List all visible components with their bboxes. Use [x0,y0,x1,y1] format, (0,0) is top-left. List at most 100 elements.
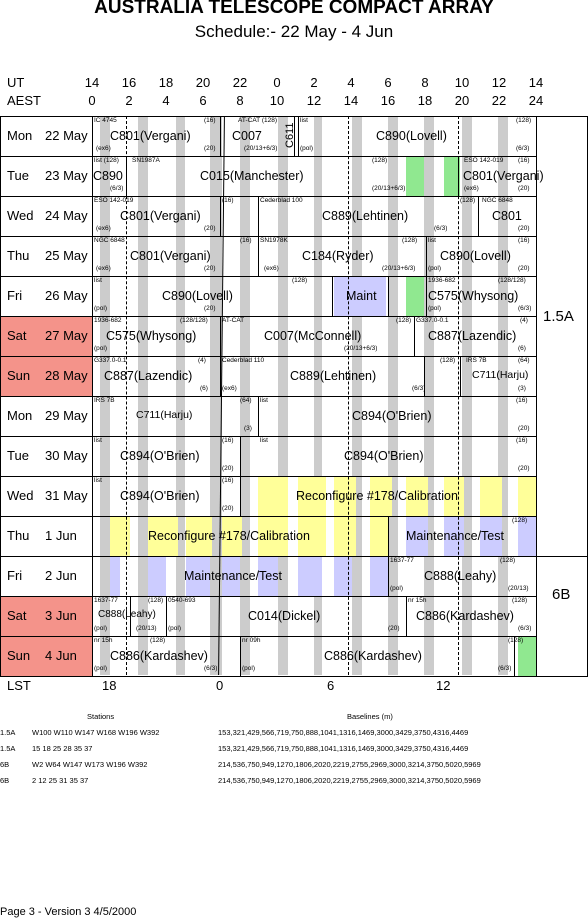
project-note: (pol) [428,265,442,272]
config-label: 1.5A [543,308,574,325]
blue-block [334,557,352,596]
project-note: SN1978K [260,237,288,244]
day-name: Thu [7,528,30,543]
project-label: C711(Harju) [472,369,529,381]
aest-hour: 2 [125,93,133,108]
segment-divider [258,396,259,436]
hour-band [424,116,434,675]
project-note: (128) [402,237,418,244]
project-label: C889(Lehtinen) [290,369,377,383]
segment-divider [332,276,333,316]
project-note: (20) [388,625,400,632]
segment-divider [460,356,461,396]
project-label: C890(Lovell) [162,289,233,303]
station-list: W2 W64 W147 W173 W196 W392 [32,760,148,769]
segment-divider [220,196,221,236]
project-note: (pol) [94,305,108,312]
yellow-block [444,477,464,516]
project-note: nr 15h [94,637,113,644]
hour-band [462,116,472,675]
page-subtitle: Schedule:- 22 May - 4 Jun [194,22,394,41]
segment-divider [424,356,425,396]
project-note: (20) [518,465,530,472]
project-label: Reconfigure #178/Calibration [296,489,458,503]
ut-label: UT [7,75,25,90]
day-name: Tue [7,168,29,183]
grid-col-line [536,116,537,676]
project-note: (6/3) [516,145,530,152]
project-label: C890(Lovell) [440,249,511,263]
day-name: Fri [7,288,23,303]
day-date: 22 May [45,128,88,143]
aest-hour: 18 [417,93,433,108]
segment-divider [414,316,415,356]
baseline-list: 153,321,429,566,719,750,888,1041,1316,14… [218,728,469,737]
project-note: (3) [244,425,252,432]
project-note: (64) [240,397,252,404]
day-date: 26 May [45,288,88,303]
project-note: (6/3) [498,665,512,672]
project-note: (16) [518,157,530,164]
ut-hour: 0 [273,75,281,90]
project-note: (20) [518,225,530,232]
lst-line [458,116,459,675]
project-note: (16) [204,117,216,124]
station-config: 6B [0,776,10,785]
baseline-list: 214,536,750,949,1270,1806,2020,2219,2755… [218,760,481,769]
aest-hour: 14 [343,93,359,108]
project-label: C888(Leahy) [98,609,156,620]
day-label: Tue 30 May [0,436,92,476]
aest-hour: 24 [528,93,544,108]
page-footer: Page 3 - Version 3 4/5/2000 [0,906,137,918]
baseline-list: 214,536,750,949,1270,1806,2020,2219,2755… [218,776,481,785]
project-label: C711(Harju) [136,409,193,421]
segment-divider [166,596,167,636]
yellow-block [110,517,130,556]
day-label: Tue 23 May [0,156,92,196]
project-note: (20) [518,265,530,272]
project-label: C007 [232,129,262,143]
day-date: 27 May [45,328,88,343]
project-note: nr 15h [408,597,427,604]
project-label: C894(O'Brien) [344,449,424,463]
project-label: Reconfigure #178/Calibration [148,529,310,543]
hour-band [498,116,508,675]
hour-band [278,116,288,675]
project-note: G337.0-0.1 [416,317,449,324]
project-note: (ex6) [464,185,479,192]
ut-hour: 18 [158,75,174,90]
segment-divider [240,636,241,676]
day-date: 4 Jun [45,648,77,663]
blue-block [480,517,502,556]
project-note: SN1987A [132,157,160,164]
lst-line [126,116,127,675]
grid-row-line [0,156,536,157]
grid-row-line [0,316,536,317]
project-label: C887(Lazendic) [428,329,517,343]
project-note: (ex6) [264,265,279,272]
project-label: C801(Vergani) [120,209,201,223]
project-note: (pol) [390,585,404,592]
project-note: IRS 7B [94,397,115,404]
project-note: (128) [150,637,166,644]
project-note: (pol) [94,665,108,672]
project-note: (16) [240,237,252,244]
day-name: Mon [7,128,33,143]
blue-block [186,557,210,596]
project-label: Maintenance/Test [406,529,504,543]
yellow-block [480,477,502,516]
project-label: C575(Whysong) [428,289,519,303]
yellow-block [334,517,356,556]
project-note: list (128) [94,157,119,164]
day-name: Mon [7,408,33,423]
day-name: Sat [7,328,27,343]
baselines-header: Baselines (m) [347,712,393,721]
ut-hour: 22 [232,75,248,90]
day-label: Sat 27 May [0,316,92,356]
project-note: (4) [520,317,528,324]
yellow-block [298,477,326,516]
project-note: (16) [516,437,528,444]
station-config: 1.5A [0,744,16,753]
project-note: (pol) [94,345,108,352]
day-name: Sun [7,368,31,383]
